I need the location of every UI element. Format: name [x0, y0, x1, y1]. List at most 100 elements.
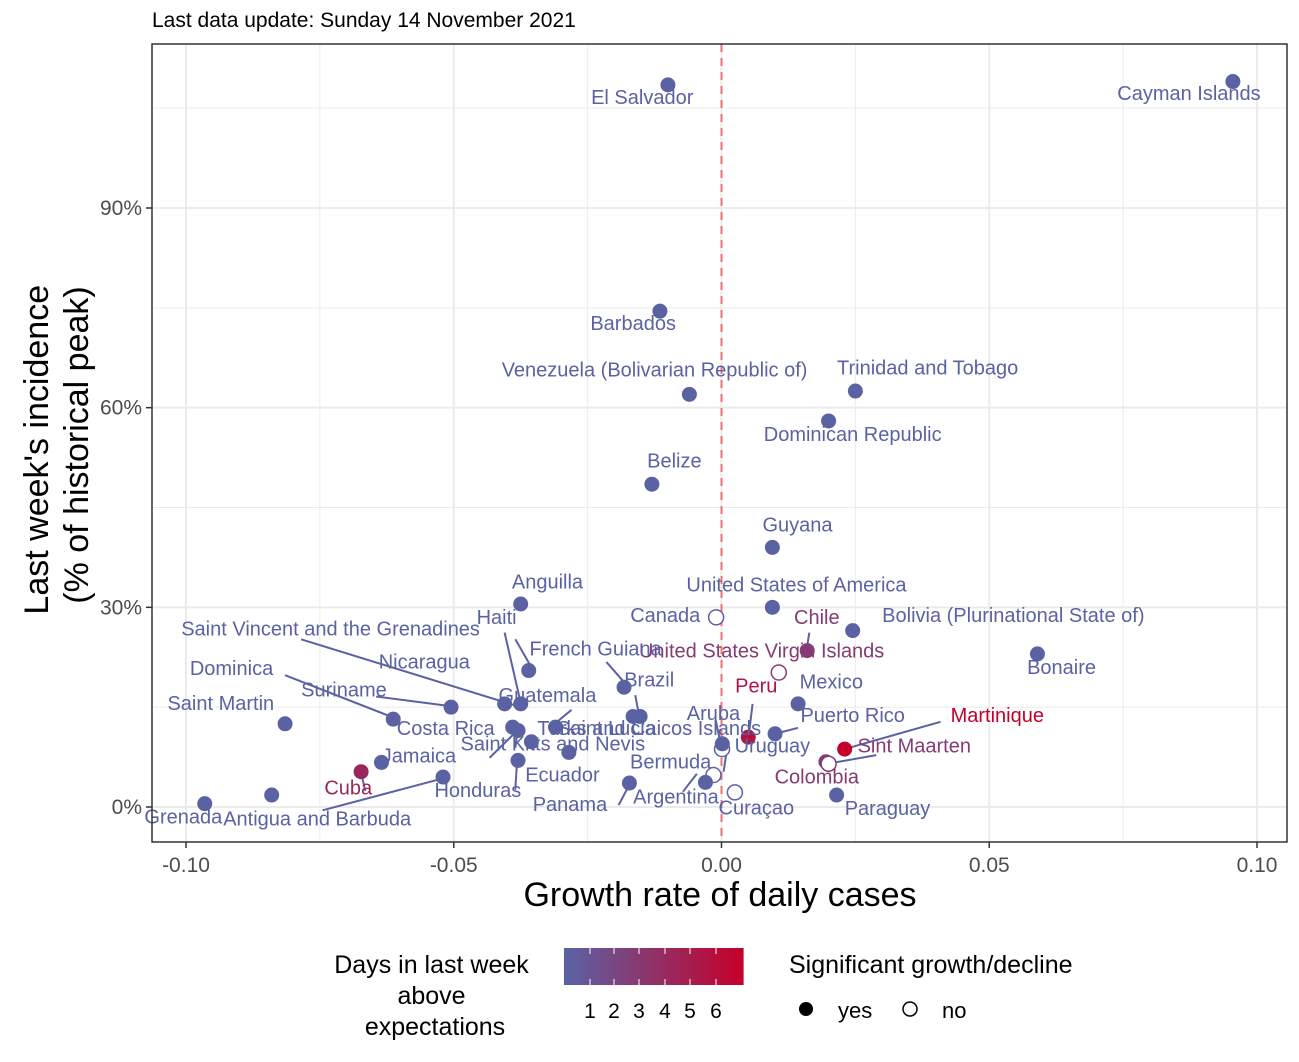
point-label: Nicaragua — [379, 652, 471, 674]
data-point — [513, 696, 529, 712]
point-label: Guyana — [763, 514, 834, 536]
point-label: Ecuador — [525, 765, 600, 787]
x-tick-label: -0.05 — [430, 854, 478, 877]
x-tick-label: 0.10 — [1237, 854, 1278, 877]
point-label: Honduras — [434, 780, 521, 802]
point-label: Antigua and Barbuda — [223, 809, 412, 831]
data-point — [681, 386, 697, 402]
color-legend-title-line2: above — [397, 982, 465, 1010]
data-point — [799, 643, 815, 659]
color-scale-segment — [734, 948, 740, 985]
point-label: Martinique — [951, 705, 1044, 727]
color-scale-segment — [644, 948, 650, 985]
color-legend-title-line1: Days in last week — [334, 951, 529, 979]
color-scale-segment — [649, 948, 655, 985]
color-scale-bar — [564, 948, 744, 985]
point-label: Argentina — [633, 787, 719, 809]
point-label: Grenada — [144, 807, 223, 829]
data-point — [616, 679, 632, 695]
point-label: Suriname — [301, 680, 387, 702]
point-label: Aruba — [687, 703, 741, 725]
x-tick-label: 0.00 — [701, 854, 742, 877]
color-legend-title-line3: expectations — [365, 1013, 505, 1041]
label-leader-line — [300, 638, 517, 707]
data-point — [790, 696, 806, 712]
data-point — [764, 599, 780, 615]
color-legend-title: Days in last week above expectations — [334, 951, 535, 1041]
point-label: Saint Martin — [167, 693, 274, 715]
point-label: Haiti — [477, 607, 517, 629]
label-leader-line — [322, 778, 441, 812]
color-scale-segment — [626, 948, 632, 985]
data-point — [821, 413, 837, 429]
data-point — [523, 734, 539, 750]
point-label: Saint Vincent and the Grenadines — [181, 618, 480, 640]
point-label: El Salvador — [591, 87, 694, 109]
x-axis: -0.10 -0.05 0.00 0.05 0.10 — [162, 842, 1277, 877]
data-point — [707, 609, 725, 626]
data-point — [510, 752, 526, 768]
point-label: Bermuda — [630, 751, 712, 773]
point-label: Costa Rica — [397, 718, 496, 740]
point-label: Turks and Caicos Islands — [537, 718, 761, 740]
data-point — [561, 744, 577, 760]
data-point — [845, 623, 861, 639]
color-scale-segment — [662, 948, 668, 985]
legend-no-label: no — [942, 998, 966, 1023]
point-label: Belize — [647, 451, 701, 473]
data-point — [847, 383, 863, 399]
plot-background — [152, 44, 1287, 842]
color-scale-segment — [657, 948, 664, 985]
color-scale-segment — [680, 948, 686, 985]
data-point — [625, 708, 641, 724]
data-point — [277, 716, 293, 732]
chart-subtitle: Last data update: Sunday 14 November 202… — [152, 9, 576, 32]
color-scale-segment — [635, 948, 641, 985]
x-tick-label: 0.05 — [969, 854, 1010, 877]
y-axis: 0% 30% 60% 90% — [100, 197, 152, 819]
point-label: Venezuela (Bolivarian Republic of) — [502, 359, 808, 381]
data-point — [1225, 74, 1241, 90]
data-point — [1029, 646, 1045, 662]
label-leader-line — [831, 754, 877, 765]
point-label: Guatemala — [499, 685, 598, 707]
color-scale-segment — [586, 948, 592, 985]
color-scale-segment — [617, 948, 623, 985]
color-scale-segment — [671, 948, 677, 985]
point-label: Bonaire — [1027, 657, 1096, 679]
data-point — [385, 711, 401, 727]
color-scale-segment — [568, 948, 574, 985]
legend-yes-label: yes — [838, 998, 872, 1023]
point-label: Mexico — [800, 672, 863, 694]
data-point — [644, 476, 660, 492]
point-label: Anguilla — [512, 572, 584, 594]
data-point — [764, 539, 780, 555]
label-leader-line — [682, 773, 698, 793]
color-scale-segment — [599, 948, 605, 985]
point-label: Puerto Rico — [800, 705, 905, 727]
x-axis-title: Growth rate of daily cases — [523, 876, 916, 914]
y-tick-label: 0% — [112, 796, 142, 819]
data-point — [837, 741, 853, 757]
data-point — [521, 663, 537, 679]
data-point — [726, 784, 744, 801]
color-scale-segment — [684, 948, 690, 985]
label-leader-line — [503, 632, 522, 701]
point-label: Paraguay — [845, 798, 931, 820]
point-label: Saint Lucia — [557, 718, 657, 740]
y-tick-label: 60% — [100, 397, 142, 420]
data-point — [820, 755, 837, 772]
data-point — [510, 722, 526, 738]
point-label: Panama — [533, 794, 608, 816]
legend-open-circle-icon — [902, 1001, 918, 1017]
plot-panel: Cayman Islands El Salvador Barbados Trinida… — [144, 43, 1288, 843]
point-label: Saint Kitts and Nevis — [461, 733, 646, 755]
point-label: Bolivia (Plurinational State of) — [882, 605, 1144, 627]
label-leader-line — [846, 720, 941, 750]
color-scale-segment — [581, 948, 587, 985]
point-label: Brazil — [624, 670, 674, 692]
data-point — [547, 719, 563, 735]
data-point — [435, 769, 451, 785]
